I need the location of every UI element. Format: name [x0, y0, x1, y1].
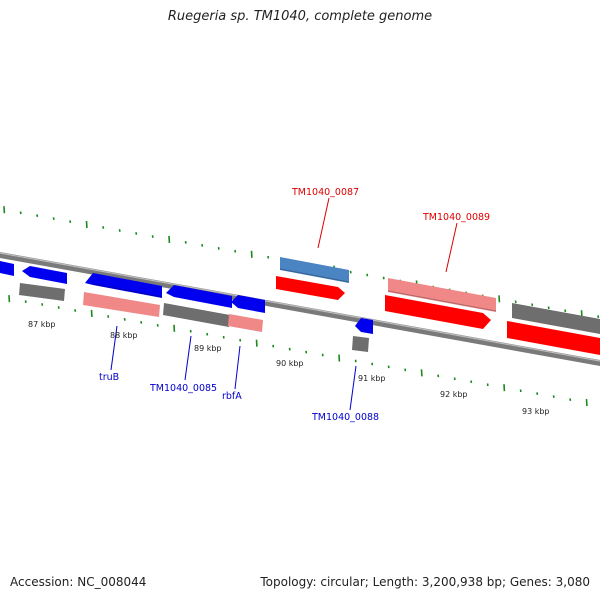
- kbp-label: 88 kbp: [110, 331, 138, 340]
- kbp-label: 91 kbp: [358, 374, 386, 383]
- feature-block[interactable]: [83, 292, 160, 317]
- gene-shading: [92, 268, 497, 312]
- gene-arrow[interactable]: [512, 303, 600, 334]
- gene-arrow-trub[interactable]: [85, 273, 162, 298]
- gene-arrow-rbfa[interactable]: [231, 295, 265, 313]
- feature-block[interactable]: [352, 336, 369, 352]
- gene-arrow-tm1040-0089-upper[interactable]: [388, 278, 496, 312]
- page-title: Ruegeria sp. TM1040, complete genome: [167, 9, 433, 24]
- leader-line-tm1040-0089: [445, 222, 458, 273]
- leader-line-tm1040-0087: [317, 197, 330, 249]
- gene-label-tm1040-0089[interactable]: TM1040_0089: [422, 212, 490, 223]
- leader-line-trub: [110, 325, 118, 371]
- kbp-label: 90 kbp: [276, 359, 304, 368]
- feature-block[interactable]: [228, 314, 263, 332]
- kbp-label: 89 kbp: [194, 344, 222, 353]
- gene-arrow[interactable]: [507, 321, 600, 355]
- kbp-label: 87 kbp: [28, 320, 56, 329]
- gene-arrow-tm1040-0087[interactable]: [276, 276, 345, 300]
- gene-label-rbfa[interactable]: rbfA: [222, 391, 242, 402]
- gene-arrow-tm1040-0088[interactable]: [355, 318, 373, 334]
- gene-arrow[interactable]: [0, 261, 14, 276]
- gene-arrow-tm1040-0089[interactable]: [385, 295, 491, 329]
- gene-label-tm1040-0088[interactable]: TM1040_0088: [311, 412, 379, 423]
- kbp-label: 93 kbp: [522, 407, 550, 416]
- genome-summary-label: Topology: circular; Length: 3,200,938 bp…: [260, 575, 590, 589]
- outer-ticks: [3, 206, 600, 319]
- leader-line-tm1040-0088: [349, 365, 357, 411]
- gene-label-tm1040-0085[interactable]: TM1040_0085: [149, 383, 217, 394]
- gene-arrow-tm1040-0085[interactable]: [166, 285, 232, 308]
- kbp-label: 92 kbp: [440, 390, 468, 399]
- gene-label-trub[interactable]: truB: [99, 372, 119, 383]
- accession-label: Accession: NC_008044: [10, 575, 147, 589]
- feature-block[interactable]: [19, 283, 65, 301]
- gene-arrow-tm1040-0087-upper[interactable]: [280, 257, 349, 283]
- gene-label-tm1040-0087[interactable]: TM1040_0087: [291, 187, 359, 198]
- leader-line-rbfa: [234, 345, 241, 390]
- feature-block[interactable]: [163, 303, 230, 327]
- gene-arrow[interactable]: [22, 266, 67, 284]
- genome-backbone-highlight: [0, 252, 600, 362]
- leader-line-tm1040-0085: [184, 335, 192, 381]
- inner-ticks: [8, 295, 588, 407]
